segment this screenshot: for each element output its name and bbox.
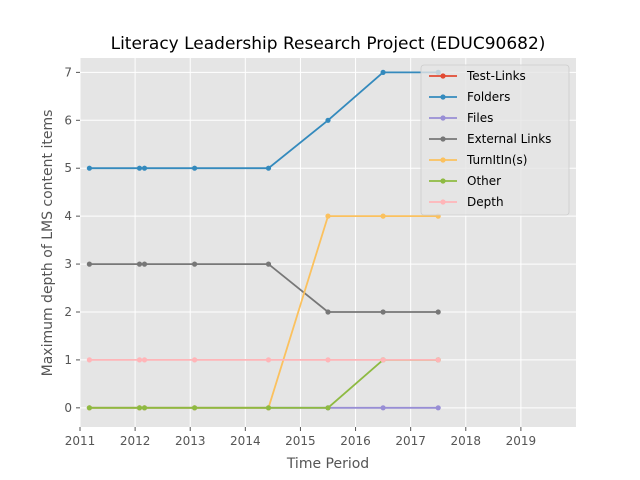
data-point <box>265 405 272 411</box>
y-tick-label: 1 <box>64 353 72 367</box>
legend-entry: Depth <box>429 195 504 209</box>
y-axis-ticks: 0 1 2 3 4 5 6 7 <box>64 65 80 415</box>
data-point <box>136 357 143 363</box>
x-axis-label: Time Period <box>286 456 369 472</box>
chart-title: Literacy Leadership Research Project (ED… <box>111 34 546 54</box>
data-point <box>380 213 386 219</box>
data-point <box>435 309 441 315</box>
y-tick-label: 0 <box>64 401 72 415</box>
data-point <box>141 165 148 171</box>
data-point <box>325 213 331 219</box>
data-point <box>86 405 92 411</box>
legend-marker <box>440 73 446 79</box>
data-point <box>265 165 272 171</box>
legend-entry: TurnItIn(s) <box>429 153 527 167</box>
legend-marker <box>440 178 446 184</box>
legend-entry: Test-Links <box>429 69 526 83</box>
data-point <box>325 117 331 123</box>
legend-entry: Files <box>429 111 493 125</box>
data-point <box>265 357 272 363</box>
legend-marker <box>440 115 446 121</box>
data-point <box>435 405 441 411</box>
x-tick-label: 2016 <box>340 434 371 448</box>
y-tick-label: 2 <box>64 305 72 319</box>
x-tick-label: 2011 <box>65 434 96 448</box>
legend-box <box>420 64 570 216</box>
data-point <box>192 165 198 171</box>
data-point <box>435 357 441 363</box>
data-point <box>136 261 143 267</box>
legend-label: Test-Links <box>466 69 526 83</box>
data-point <box>325 309 331 315</box>
x-tick-label: 2017 <box>395 434 426 448</box>
data-point <box>136 405 143 411</box>
legend: Test-Links Folders Files External Links Turn… <box>420 64 570 216</box>
legend-marker <box>440 199 446 205</box>
y-tick-label: 5 <box>64 161 72 175</box>
data-point <box>86 357 92 363</box>
x-tick-label: 2014 <box>230 434 261 448</box>
x-tick-label: 2013 <box>175 434 206 448</box>
y-tick-label: 3 <box>64 257 72 271</box>
data-point <box>192 261 198 267</box>
legend-marker <box>440 136 446 142</box>
data-point <box>325 405 331 411</box>
legend-entry: Folders <box>429 90 510 104</box>
legend-label: Folders <box>467 90 510 104</box>
legend-marker <box>440 157 446 163</box>
data-point <box>325 357 331 363</box>
data-point <box>86 261 92 267</box>
x-tick-label: 2015 <box>285 434 316 448</box>
data-point <box>141 261 148 267</box>
legend-label: TurnItIn(s) <box>466 153 527 167</box>
data-point <box>136 165 143 171</box>
data-point <box>141 405 148 411</box>
data-point <box>380 69 386 75</box>
series-layer <box>86 69 441 411</box>
data-point <box>380 357 386 363</box>
data-point <box>380 405 386 411</box>
data-point <box>380 309 386 315</box>
legend-entry: Other <box>429 174 501 188</box>
y-tick-label: 4 <box>64 209 72 223</box>
data-point <box>192 405 198 411</box>
series-3 <box>86 261 441 315</box>
data-point <box>141 357 148 363</box>
legend-label: Files <box>467 111 493 125</box>
legend-entry: External Links <box>429 132 551 146</box>
series-6 <box>86 357 441 363</box>
data-point <box>192 357 198 363</box>
legend-marker <box>440 94 446 100</box>
legend-label: Depth <box>467 195 504 209</box>
x-tick-label: 2019 <box>506 434 537 448</box>
x-axis-ticks: 2011 2012 2013 2014 2015 2016 2017 2018 2019 <box>65 427 536 448</box>
y-tick-label: 6 <box>64 113 72 127</box>
x-tick-label: 2012 <box>120 434 151 448</box>
y-axis-label: Maximum depth of LMS content items <box>40 110 56 377</box>
data-point <box>86 165 92 171</box>
data-point <box>265 261 272 267</box>
legend-label: Other <box>467 174 501 188</box>
y-tick-label: 7 <box>64 65 72 79</box>
x-tick-label: 2018 <box>451 434 482 448</box>
legend-label: External Links <box>467 132 551 146</box>
